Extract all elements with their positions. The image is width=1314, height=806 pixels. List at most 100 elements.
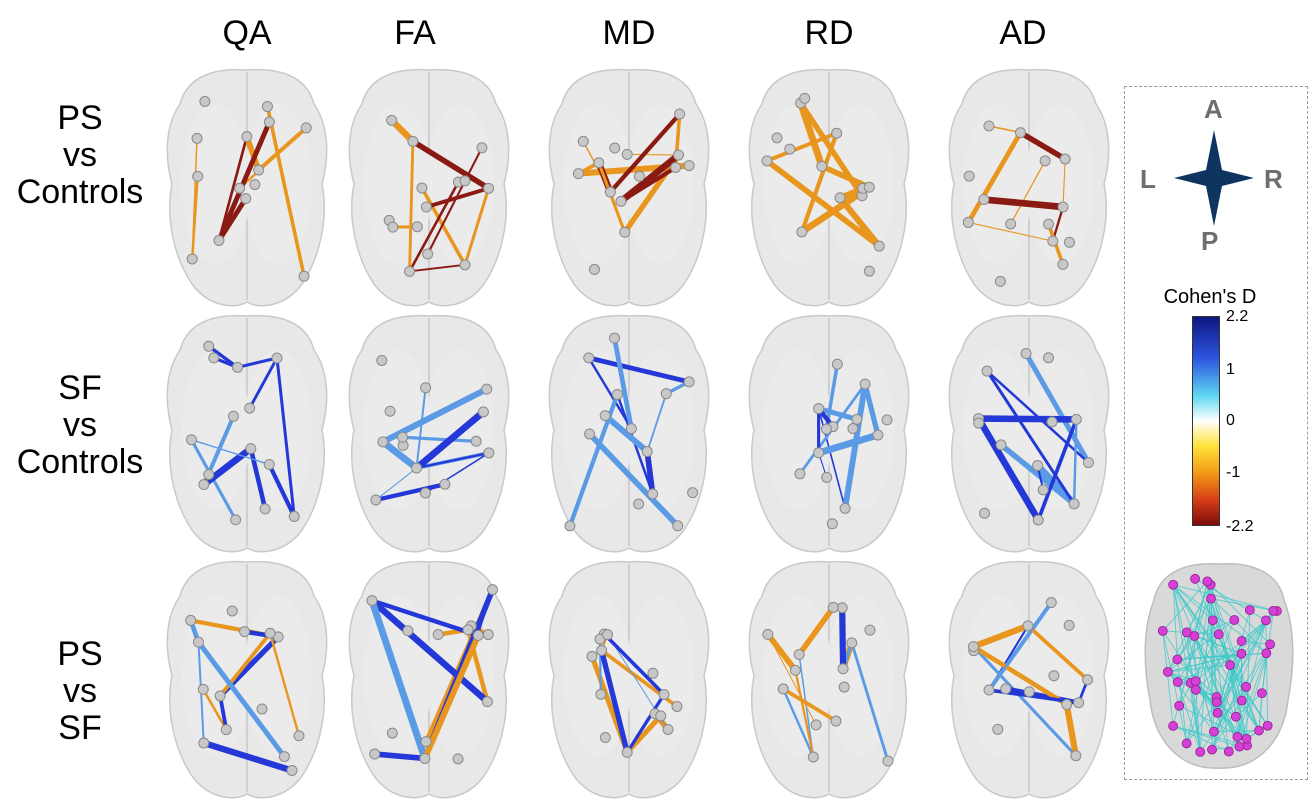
brain-node (593, 157, 605, 169)
legend-panel (1124, 86, 1308, 780)
connection-edge (1051, 205, 1065, 243)
connectome-edge (1172, 725, 1240, 748)
brain-node (459, 175, 471, 187)
connection-edge (646, 392, 668, 453)
brain-node (820, 423, 832, 435)
brain-network-icon (948, 314, 1110, 553)
connection-edge (586, 431, 681, 529)
connection-edge (602, 412, 651, 455)
brain-node (821, 471, 833, 483)
connection-edge (781, 687, 838, 723)
brain-node (1057, 201, 1069, 213)
brain-node (882, 755, 894, 767)
connection-edge (839, 604, 847, 672)
connection-edge (379, 438, 420, 472)
row-label-ps-vs-sf: PS vs SF (0, 636, 160, 747)
brain-node (687, 487, 699, 499)
connectome-node (1157, 625, 1168, 636)
brain-node (619, 226, 631, 238)
brain-connectome-icon (1144, 562, 1294, 769)
brain-node (601, 629, 613, 641)
row-label-ps-vs-controls: PS vs Controls (0, 100, 160, 211)
connection-edge (244, 133, 262, 173)
connectome-edge (1195, 689, 1201, 752)
row-label-line: PS (57, 635, 103, 673)
connectome-node (1191, 684, 1201, 695)
brain-node (288, 510, 300, 522)
connectome-node (1236, 695, 1247, 706)
connectome-node (1207, 744, 1217, 755)
connection-edge (597, 161, 627, 234)
brain-node (599, 410, 611, 422)
connectome-edge (1172, 584, 1178, 660)
connection-edge (967, 221, 1054, 242)
brain-panel-r2-c1 (158, 310, 336, 558)
brain-node (271, 352, 283, 364)
brain-node (1042, 352, 1054, 364)
brain-node (673, 149, 685, 161)
brain-node (1039, 155, 1051, 167)
brain-node (263, 458, 275, 470)
colorbar-tick: 1 (1226, 361, 1235, 378)
connectome-edge (1217, 610, 1274, 714)
connection-edge (408, 139, 415, 273)
brain-node (830, 715, 842, 727)
connection-edge (369, 598, 481, 638)
connection-edge (408, 263, 466, 273)
brain-node (847, 423, 859, 435)
connectome-edge (1167, 653, 1242, 673)
brain-node (481, 696, 493, 708)
brain-node (192, 170, 204, 182)
connection-edge (217, 135, 249, 242)
colorbar-tick: 2.2 (1226, 308, 1249, 325)
connectome-node (1223, 746, 1234, 757)
brain-node (881, 414, 893, 426)
brain-node (995, 439, 1007, 451)
brain-node (826, 518, 838, 530)
brain-node (670, 161, 682, 173)
brain-node (1082, 674, 1094, 686)
brain-node (586, 650, 598, 662)
connection-edge (998, 442, 1077, 507)
brain-node (384, 405, 396, 417)
connectome-edge (1193, 635, 1260, 731)
brain-node (1022, 620, 1034, 632)
column-header-qa: QA (222, 14, 272, 52)
connectome-node (1232, 731, 1243, 742)
brain-node (660, 388, 672, 400)
connection-edge (463, 186, 491, 267)
row-label-line: vs (63, 136, 97, 174)
connection-edge (842, 381, 869, 512)
brain-hemisphere-right (626, 596, 694, 756)
brain-node (973, 417, 985, 429)
connectome-node (1241, 681, 1251, 692)
connection-edge (985, 369, 1090, 464)
connection-edge (375, 467, 418, 501)
connectome-node (1208, 726, 1219, 737)
brain-node (256, 703, 268, 715)
connectome-edge (1186, 701, 1218, 744)
brain-node (584, 428, 596, 440)
brain-node (366, 595, 378, 607)
connectome-edge (1211, 620, 1267, 750)
connectome-edge (1177, 620, 1214, 683)
connection-edge (1072, 418, 1078, 506)
brain-node (615, 195, 627, 207)
connectome-edge (1162, 630, 1174, 726)
brain-panel-r1-c2 (340, 64, 518, 312)
compass-rose-icon (1174, 130, 1254, 226)
brain-node (777, 683, 789, 695)
colorbar (1192, 316, 1220, 526)
connection-edge (413, 408, 487, 472)
brain-node (1047, 235, 1059, 247)
brain-node (459, 259, 471, 271)
connection-edge (1026, 623, 1090, 682)
row-label-line: vs (63, 406, 97, 444)
brain-node (411, 462, 423, 474)
brain-node (671, 700, 683, 712)
brain-panel-r3-c1 (158, 556, 336, 804)
connection-edge (765, 631, 799, 674)
brain-hemisphere-left (964, 350, 1032, 510)
connectome-edge (1173, 584, 1278, 612)
brain-node (404, 265, 416, 277)
